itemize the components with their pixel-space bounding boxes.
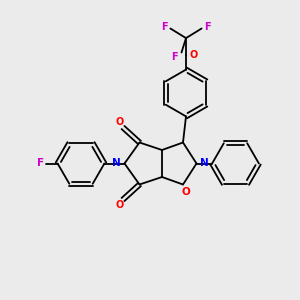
Text: F: F [204,22,211,32]
Text: O: O [115,200,124,210]
Text: F: F [172,52,178,62]
Text: F: F [161,22,168,32]
Text: O: O [182,187,190,197]
Text: N: N [200,158,209,169]
Text: F: F [37,158,44,169]
Text: O: O [190,50,198,60]
Text: O: O [115,117,124,127]
Text: N: N [112,158,121,169]
